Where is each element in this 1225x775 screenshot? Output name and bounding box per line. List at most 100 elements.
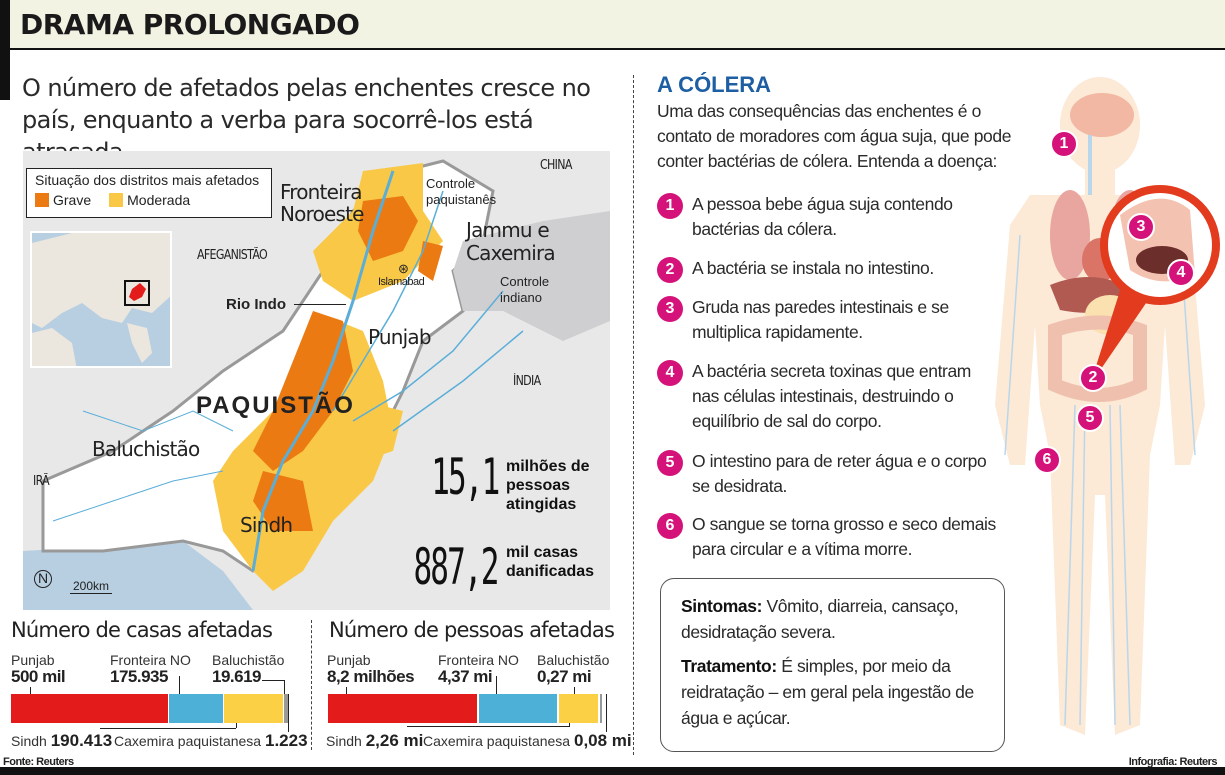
treatment: Tratamento: É simples, por meio da reidr… [681,656,974,728]
label-paquistao: PAQUISTÃO [196,392,355,419]
people-bar-baluchistao [559,694,598,723]
label-sindh: Sindh [240,513,293,537]
people-punjab-value: 8,2 milhões [327,667,415,686]
label-afeganistao: AFEGANISTÃO [197,248,268,263]
body-marker-1: 1 [1050,130,1078,158]
moderada-swatch [109,193,124,207]
step-number-badge: 2 [657,257,683,283]
label-controle-paq-1: Controle [426,176,476,191]
label-islamabad: Islamabad [378,276,425,288]
source-credit: Fonte: Reuters [3,756,74,768]
tick [236,723,237,728]
header-accent-bar [0,0,10,100]
label-china: CHINA [540,158,572,173]
body-marker-4: 4 [1167,259,1195,287]
human-body-illustration [995,77,1220,735]
people-affected-number: 15,1 [430,448,500,506]
people-fronteira-label: Fronteira NO [438,652,519,668]
houses-bar-caxemira [284,694,288,723]
houses-punjab-label: Punjab [11,652,55,668]
houses-damaged-number: 887,2 [413,538,500,596]
label-jammu: Jammu e [466,218,550,242]
tick [407,726,569,727]
step-number-badge: 1 [657,193,683,219]
step-number-badge: 3 [657,296,683,322]
people-baluch-value: 0,27 mi [537,667,592,686]
people-baluch-label: Baluchistão [537,652,610,668]
houses-chart-title: Número de casas afetadas [11,618,273,642]
step-number-badge: 4 [657,360,683,386]
star-icon: ⊛ [398,261,409,276]
houses-baluch-value: 19.619 [212,667,262,686]
tick [284,680,285,694]
legend-label: Grave [53,192,92,208]
map-legend: Situação dos distritos mais afetados Gra… [26,168,272,218]
tick [496,676,497,694]
tick [288,694,289,732]
symptoms-treatment-box: Sintomas: Vômito, diarreia, cansaço, des… [660,578,1005,752]
grave-swatch [35,193,49,207]
label-ira: IRÃ [33,474,50,489]
people-fronteira-value: 4,37 mi [438,667,493,686]
tick [574,687,575,694]
step-text: A bactéria secreta toxinas que entram na… [692,361,971,431]
symptoms: Sintomas: Vômito, diarreia, cansaço, des… [681,596,959,642]
body-marker-6: 6 [1033,446,1061,474]
label-noroeste: Noroeste [280,202,365,226]
header-band [0,0,1225,50]
world-locator-inset [30,231,172,368]
people-punjab-label: Punjab [327,652,371,668]
label-controle-ind-1: Controle [500,274,550,289]
tick [179,676,180,694]
cholera-intro: Uma das consequências das enchentes é o … [657,101,1012,171]
tick [606,694,607,732]
tick [262,680,284,681]
step-2: 2 A bactéria se instala no intestino. [657,256,997,283]
houses-caxemira: Caxemira paquistanesa 1.223 [114,731,308,750]
scale-bar: 200km [70,579,113,594]
step-text: Gruda nas paredes intestinais e se multi… [692,297,949,342]
houses-fronteira-value: 175.935 [110,667,168,686]
houses-fronteira-label: Fronteira NO [110,652,191,668]
map-graphic [23,159,610,610]
step-4: 4 A bactéria secreta toxinas que entram … [657,359,997,434]
label-controle-ind-2: indiano [500,290,542,305]
column-divider [633,75,634,755]
legend-item-grave: Grave [35,192,91,208]
legend-title: Situação dos distritos mais afetados [35,172,260,188]
houses-damaged-caption: mil casas danificadas [506,544,595,580]
footer-bar [0,767,1225,775]
step-3: 3 Gruda nas paredes intestinais e se mul… [657,295,997,345]
step-number-badge: 5 [657,450,683,476]
north-arrow-icon: N [34,570,52,588]
label-india: ÍNDIA [513,374,541,389]
infographic-credit: Infografia: Reuters [1128,756,1218,768]
step-text: O intestino para de reter água e o corpo… [692,451,987,496]
houses-bar-fronteira [169,694,223,723]
tick [569,723,570,727]
step-text: O sangue se torna grosso e seco demais p… [692,514,996,559]
label-punjab: Punjab [368,325,432,349]
pakistan-highlight [129,283,146,301]
people-affected-caption: milhões de pessoas atingidas [506,458,590,513]
step-1: 1 A pessoa bebe água suja contendo bacté… [657,192,997,242]
label-baluchistao: Baluchistão [92,437,200,461]
people-bar-fronteira [479,694,557,723]
body-marker-3: 3 [1127,213,1155,241]
houses-bar-baluchistao [224,694,283,723]
people-caxemira: Caxemira paquistanesa 0,08 mi [423,731,632,750]
people-chart-title: Número de pessoas afetadas [329,618,615,642]
pakistan-flood-map [23,151,610,610]
step-text: A bactéria se instala no intestino. [692,258,934,278]
tick [100,728,236,729]
step-6: 6 O sangue se torna grosso e seco demais… [657,512,997,562]
divider [311,620,312,750]
body-marker-5: 5 [1076,404,1104,432]
tick [346,687,347,694]
houses-bar-punjab-sindh [11,694,168,723]
locator-map-graphic [32,233,170,366]
label-fronteira: Fronteira [280,180,363,204]
tick [30,687,31,694]
step-number-badge: 6 [657,513,683,539]
houses-baluch-label: Baluchistão [212,652,285,668]
